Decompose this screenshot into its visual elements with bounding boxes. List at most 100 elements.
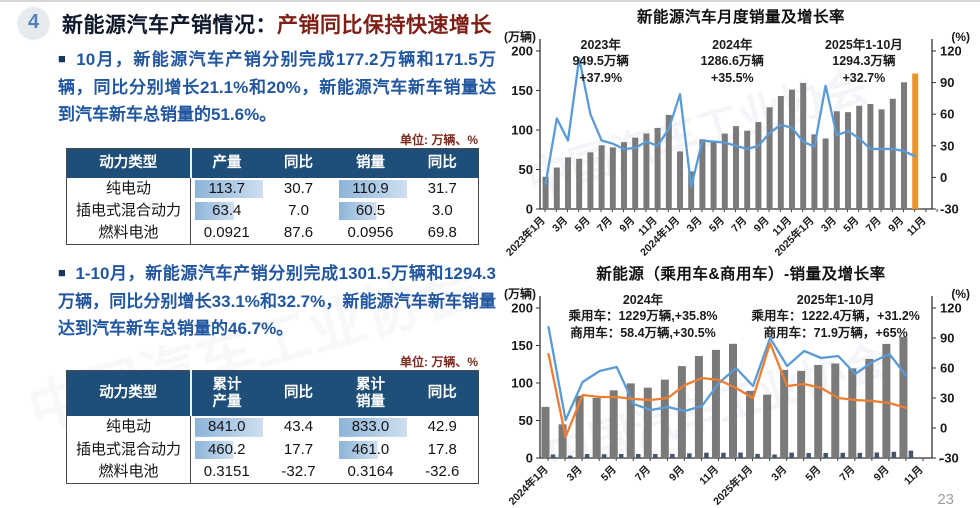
growth-line <box>547 325 908 422</box>
bar <box>677 151 683 209</box>
table-header-row: 动力类型 产量 同比 销量 同比 <box>66 148 479 178</box>
right-axis-unit: (%) <box>951 30 970 44</box>
monthly-sales-growth-chart: 新能源汽车月度销量及增长率 0 50 100 150 200 -30 0 30 60 90 120(… <box>502 5 980 261</box>
column-header: 销量 <box>334 148 407 178</box>
bar <box>848 368 857 458</box>
x-tick-label: 3月 <box>819 215 839 235</box>
column-header: 同比 <box>406 370 479 417</box>
slide-number-badge: 4 <box>18 7 49 38</box>
bar <box>626 383 635 458</box>
x-tick-label: 9月 <box>886 215 906 235</box>
title-main: 新能源汽车产销情况： <box>62 14 277 37</box>
right-tick-label: 60 <box>940 361 954 376</box>
bar <box>823 452 828 458</box>
x-tick-label: 5月 <box>599 464 619 484</box>
bar <box>643 133 650 209</box>
bar <box>912 73 919 209</box>
left-tick-label: 150 <box>511 338 533 353</box>
bar <box>541 406 550 458</box>
chart-title: 新能源（乘用车&商用车）-销量及增长率 <box>596 266 886 283</box>
bar <box>874 452 880 458</box>
bar <box>601 454 607 458</box>
table-cell: 69.8 <box>427 224 457 242</box>
table-row: 插电式混合动力 460.2 17.7 461.0 17.8 <box>66 438 479 461</box>
table-cell: 7.0 <box>288 201 309 219</box>
bar <box>558 424 567 458</box>
bar <box>833 111 840 209</box>
bar <box>856 105 863 209</box>
bar <box>755 453 760 458</box>
bar <box>704 452 709 458</box>
title-highlight: 产销同比保持快速增长 <box>277 14 492 37</box>
left-tick-label: 150 <box>511 83 533 98</box>
x-tick-label: 3月 <box>565 464 585 484</box>
bar <box>899 336 908 458</box>
bullet-square-icon: ■ <box>58 51 68 66</box>
bullet-cumulative-summary: ■ 1-10月，新能源汽车产销分别完成1301.5万辆和1294.3万辆，同比分别… <box>58 260 496 343</box>
bar <box>755 122 762 209</box>
bar <box>721 452 726 458</box>
bar <box>729 343 737 458</box>
x-tick-label: 3月 <box>769 464 789 484</box>
bar <box>744 130 751 209</box>
table-cell: 87.6 <box>283 224 314 242</box>
column-header: 同比 <box>262 148 335 178</box>
table-cell: -32.6 <box>425 462 460 480</box>
right-tick-label: 90 <box>940 75 954 90</box>
bar <box>889 98 896 209</box>
bar <box>867 104 874 209</box>
table-row: 插电式混合动力 63.4 7.0 60.5 3.0 <box>66 199 479 223</box>
column-header: 动力类型 <box>66 370 192 417</box>
left-tick-label: 0 <box>526 202 533 217</box>
bar <box>665 114 672 209</box>
bar <box>777 96 784 209</box>
left-tick-label: 100 <box>511 376 533 391</box>
bar <box>797 370 806 458</box>
bar <box>772 454 777 458</box>
x-tick-label: 5月 <box>572 215 592 235</box>
bar <box>710 141 717 209</box>
bar <box>800 82 807 209</box>
bar <box>575 395 584 458</box>
growth-line <box>544 57 917 189</box>
page-number: 23 <box>937 491 954 508</box>
right-tick-label: 0 <box>940 170 947 185</box>
table-row: 纯电动 113.7 30.7 110.9 31.7 <box>66 177 479 200</box>
bar <box>654 127 661 209</box>
column-header: 累计 产量 <box>190 370 263 417</box>
row-label: 燃料电池 <box>66 222 191 245</box>
column-header: 累计 销量 <box>334 370 407 417</box>
row-label: 插电式混合动力 <box>66 438 191 461</box>
bar <box>598 145 605 209</box>
right-tick-label: 30 <box>940 138 954 153</box>
bar <box>660 379 669 458</box>
bar <box>811 134 818 209</box>
bar <box>878 109 885 209</box>
bar <box>632 137 639 209</box>
row-label: 纯电动 <box>66 416 191 439</box>
column-header: 同比 <box>406 148 479 178</box>
left-tick-label: 200 <box>511 44 533 59</box>
table-cell: 0.3164 <box>347 462 394 480</box>
bar <box>711 349 720 458</box>
bar <box>643 387 652 458</box>
bar <box>831 363 840 458</box>
x-tick-label: 9月 <box>752 215 772 235</box>
bar <box>635 453 641 458</box>
right-tick-label: -30 <box>940 451 959 466</box>
bar <box>891 451 897 458</box>
bar <box>688 171 695 209</box>
table-cell: 841.0 <box>190 416 263 439</box>
column-header: 同比 <box>262 370 335 417</box>
x-tick-label: 3月 <box>684 215 704 235</box>
x-tick-label: 5月 <box>803 464 823 484</box>
table-cell: 3.0 <box>431 201 453 219</box>
row-label: 插电式混合动力 <box>66 199 191 223</box>
table-cell: 113.7 <box>190 177 263 200</box>
bullet-text: 10月，新能源汽车产销分别完成177.2万辆和171.5万辆，同比分别增长21.… <box>58 50 496 125</box>
row-label: 燃料电池 <box>66 460 191 484</box>
table-cell: 0.0921 <box>203 224 250 242</box>
bar <box>845 112 851 209</box>
bar <box>738 452 743 458</box>
